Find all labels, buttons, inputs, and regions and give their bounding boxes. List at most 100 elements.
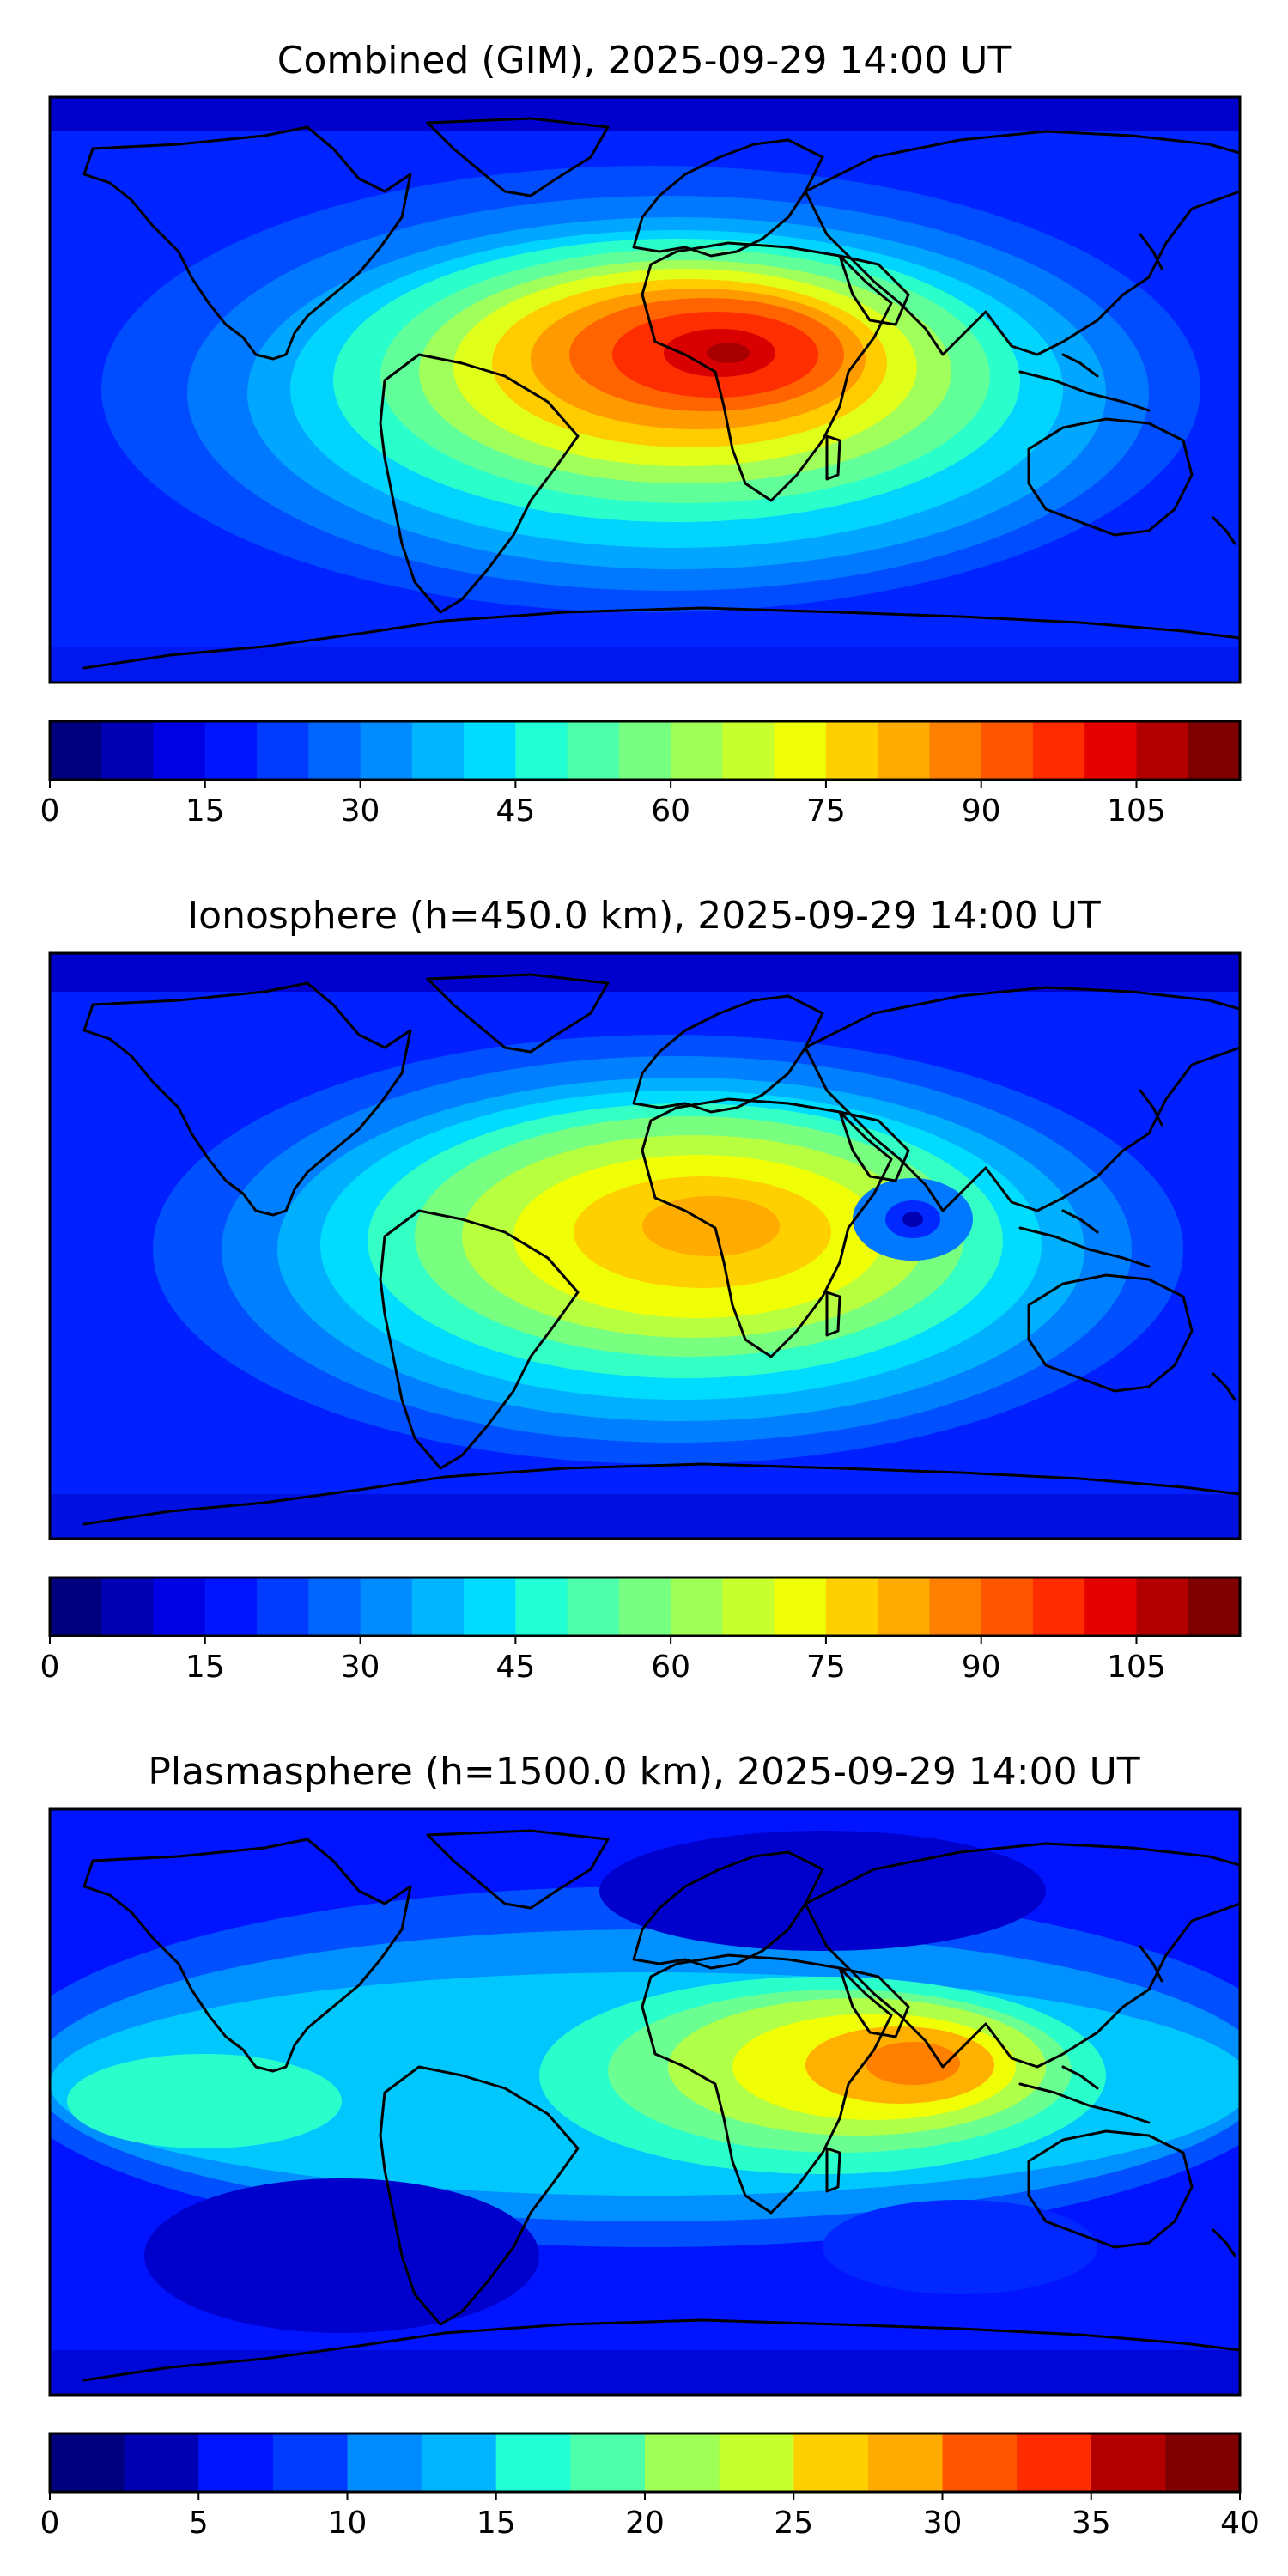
colorbar-swatch: [878, 721, 931, 780]
colorbar-swatch: [272, 2433, 349, 2492]
tec-field: [50, 1809, 1240, 2395]
colorbar-swatch: [1032, 1577, 1086, 1636]
colorbar-swatch: [793, 2433, 869, 2492]
map: [48, 1807, 1242, 2397]
map: [48, 95, 1242, 684]
colorbar-swatch: [204, 1577, 258, 1636]
colorbar-tick-label: 45: [495, 1649, 535, 1685]
colorbar-swatch: [618, 721, 671, 780]
colorbar-swatch: [198, 2433, 274, 2492]
colorbar-swatch: [1091, 2433, 1167, 2492]
colorbar-swatch: [1165, 2433, 1241, 2492]
colorbar-tick-label: 0: [40, 2506, 60, 2541]
colorbar-swatch: [719, 2433, 795, 2492]
colorbar-swatch: [50, 721, 103, 780]
colorbar-tick-label: 0: [40, 793, 60, 829]
panel-title: Plasmasphere (h=1500.0 km), 2025-09-29 1…: [148, 1750, 1139, 1794]
colorbar-swatch: [124, 2433, 200, 2492]
colorbar-swatch: [50, 1577, 103, 1636]
colorbar-tick-label: 75: [806, 793, 846, 829]
colorbar-tick-label: 90: [962, 1649, 1001, 1685]
colorbar-swatch: [101, 1577, 155, 1636]
colorbar-swatch: [153, 1577, 206, 1636]
colorbar-swatch: [1136, 1577, 1189, 1636]
colorbar-tick-label: 35: [1072, 2506, 1111, 2541]
colorbar-ticks: 0 15 30 45 60 75 90 105: [40, 780, 1166, 829]
colorbar-swatches: [50, 721, 1241, 780]
colorbar-ticks: 0 5 10 15 20 25 30 35 40: [40, 2492, 1260, 2541]
colorbar-tick-label: 0: [40, 1649, 60, 1685]
colorbar-swatch: [825, 1577, 878, 1636]
colorbar-swatch: [774, 721, 827, 780]
colorbar-swatch: [929, 1577, 982, 1636]
colorbar-swatch: [722, 1577, 775, 1636]
colorbar-swatch: [360, 1577, 413, 1636]
colorbar-swatch: [942, 2433, 1018, 2492]
panel-ionosphere: Ionosphere (h=450.0 km), 2025-09-29 14:0…: [40, 894, 1242, 1685]
colorbar-tick-label: 15: [477, 2506, 516, 2541]
colorbar-swatch: [1188, 721, 1241, 780]
colorbar-swatch: [153, 721, 206, 780]
colorbar-swatch: [495, 2433, 572, 2492]
colorbar-swatch: [981, 721, 1034, 780]
colorbar-swatch: [981, 1577, 1034, 1636]
colorbar-swatch: [1084, 1577, 1138, 1636]
colorbar-swatch: [308, 1577, 361, 1636]
colorbar-swatch: [1032, 721, 1086, 780]
colorbar-swatch: [50, 2433, 125, 2492]
colorbar-swatch: [411, 1577, 465, 1636]
colorbar-tick-label: 30: [923, 2506, 963, 2541]
colorbar-swatches: [50, 2433, 1241, 2492]
colorbar-swatch: [878, 1577, 931, 1636]
colorbar-ticks: 0 15 30 45 60 75 90 105: [40, 1636, 1166, 1685]
panel-plasmasphere: Plasmasphere (h=1500.0 km), 2025-09-29 1…: [40, 1750, 1260, 2541]
colorbar-swatch: [567, 1577, 620, 1636]
colorbar-swatches: [50, 1577, 1241, 1636]
colorbar-tick-label: 40: [1220, 2506, 1260, 2541]
colorbar-swatch: [257, 1577, 310, 1636]
colorbar-tick-label: 25: [774, 2506, 813, 2541]
colorbar-tick-label: 30: [341, 793, 380, 829]
colorbar-swatch: [411, 721, 465, 780]
tec-field: [50, 97, 1240, 683]
colorbar-tick-label: 105: [1107, 793, 1166, 829]
colorbar-swatch: [347, 2433, 422, 2492]
colorbar-swatch: [101, 721, 155, 780]
colorbar-swatch: [515, 721, 568, 780]
colorbar-tick-label: 45: [495, 793, 535, 829]
colorbar-swatch: [360, 721, 413, 780]
colorbar-swatch: [825, 721, 878, 780]
panel-title: Ionosphere (h=450.0 km), 2025-09-29 14:0…: [187, 894, 1101, 938]
colorbar-tick-label: 15: [185, 1649, 225, 1685]
colorbar-swatch: [422, 2433, 497, 2492]
map: [48, 951, 1242, 1540]
tec-field: [50, 953, 1240, 1539]
colorbar-swatch: [645, 2433, 720, 2492]
colorbar-tick-label: 15: [185, 793, 225, 829]
colorbar-swatch: [929, 721, 982, 780]
colorbar-tick-label: 75: [806, 1649, 846, 1685]
colorbar-swatch: [308, 721, 361, 780]
colorbar-swatch: [464, 721, 517, 780]
colorbar-swatch: [671, 721, 724, 780]
colorbar-tick-label: 30: [341, 1649, 380, 1685]
colorbar-swatch: [257, 721, 310, 780]
colorbar-swatch: [671, 1577, 724, 1636]
colorbar-swatch: [867, 2433, 944, 2492]
colorbar-tick-label: 5: [189, 2506, 209, 2541]
colorbar-swatch: [722, 721, 775, 780]
colorbar-tick-label: 20: [625, 2506, 665, 2541]
colorbar-swatch: [464, 1577, 517, 1636]
colorbar-swatch: [515, 1577, 568, 1636]
colorbar: 0 5 10 15 20 25 30 35 40: [40, 2432, 1260, 2541]
colorbar-tick-label: 60: [651, 1649, 690, 1685]
colorbar-swatch: [1084, 721, 1138, 780]
colorbar: 0 15 30 45 60 75 90 105: [40, 720, 1242, 829]
colorbar: 0 15 30 45 60 75 90 105: [40, 1576, 1242, 1685]
colorbar-swatch: [1136, 721, 1189, 780]
colorbar-tick-label: 105: [1107, 1649, 1166, 1685]
panel-title: Combined (GIM), 2025-09-29 14:00 UT: [277, 39, 1012, 82]
colorbar-swatch: [1017, 2433, 1092, 2492]
colorbar-tick-label: 90: [962, 793, 1001, 829]
